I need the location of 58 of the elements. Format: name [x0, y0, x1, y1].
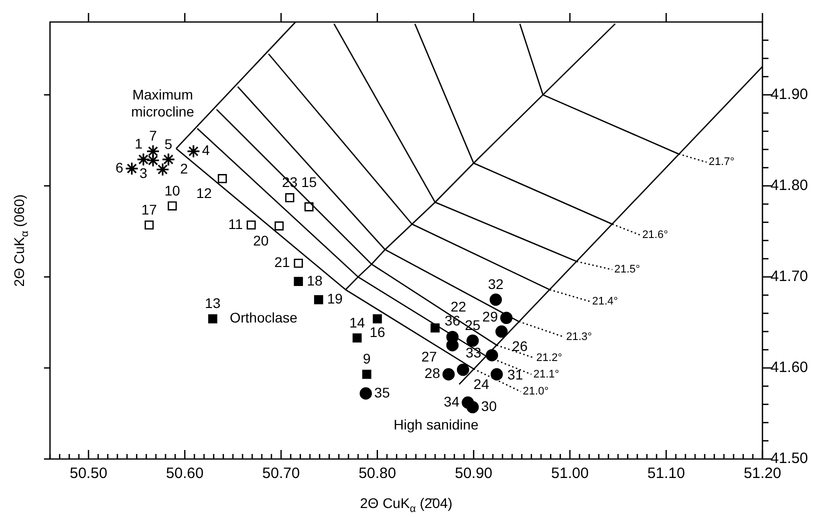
annotation: 5 [164, 136, 173, 152]
series-label: 21.6° [642, 229, 668, 242]
series-label: Maximum microcline [131, 86, 194, 120]
annotation: 1 [134, 136, 143, 152]
annotation: 30 [481, 398, 497, 414]
y-tick-label: 41.80 [770, 177, 808, 194]
x-tick-label: 50.70 [262, 465, 300, 482]
x-tick-label: 50.50 [70, 465, 108, 482]
annotation: 13 [204, 295, 221, 312]
series-label: 21.3° [566, 331, 592, 344]
annotation: 10 [164, 182, 180, 198]
series-label: 21.0° [522, 386, 549, 398]
annotation: 27 [421, 348, 438, 364]
annotation: 3 [139, 164, 148, 181]
annotation: 7 [149, 128, 158, 144]
x-tick-label: 51.20 [744, 465, 782, 482]
series-label: 21.5° [614, 264, 640, 276]
annotation: 6 [116, 159, 124, 176]
annotation: 20 [253, 232, 269, 248]
annotation: 17 [141, 201, 158, 218]
y-tick-label: 41.60 [770, 359, 808, 376]
y-axis-title: 2Θ CuKα (060) [10, 194, 31, 287]
x-tick-label: 50.80 [358, 465, 396, 482]
annotation: 32 [488, 276, 504, 292]
annotation: 26 [512, 338, 528, 354]
annotation: 2 [180, 160, 188, 176]
x-tick-label: 51.10 [647, 465, 685, 482]
series-label: 21.4° [592, 296, 618, 308]
annotation: 31 [507, 366, 524, 383]
annotation: 24 [474, 376, 490, 392]
annotation: 15 [301, 174, 317, 190]
annotation: 18 [306, 272, 323, 288]
series-label: 21.1° [533, 368, 560, 380]
series-label: Orthoclase [230, 310, 298, 326]
annotation: 14 [349, 314, 366, 330]
annotation: 35 [374, 384, 390, 400]
series-label: 21.2° [536, 352, 562, 364]
y-tick-label: 41.90 [770, 86, 808, 103]
annotation: 16 [370, 324, 386, 340]
series-label: High sanidine [394, 416, 479, 432]
annotation: 22 [450, 298, 466, 314]
annotation: 28 [424, 365, 440, 382]
annotation: 9 [362, 350, 371, 367]
series-label: 21.7° [708, 156, 734, 168]
annotation: 21 [274, 254, 290, 270]
annotation: 25 [464, 317, 481, 334]
annotation: 19 [327, 290, 343, 307]
x-tick-label: 51.00 [551, 465, 589, 482]
annotation: 34 [444, 393, 460, 410]
annotation: 11 [228, 216, 243, 232]
annotation: 33 [466, 344, 482, 361]
x-tick-label: 50.90 [454, 465, 492, 482]
annotation: 29 [482, 308, 498, 325]
y-tick-label: 41.70 [770, 268, 808, 286]
annotation: 12 [196, 184, 212, 201]
annotation: 4 [202, 142, 210, 158]
x-tick-label: 50.60 [166, 465, 204, 482]
y-tick-label: 41.50 [770, 450, 808, 468]
